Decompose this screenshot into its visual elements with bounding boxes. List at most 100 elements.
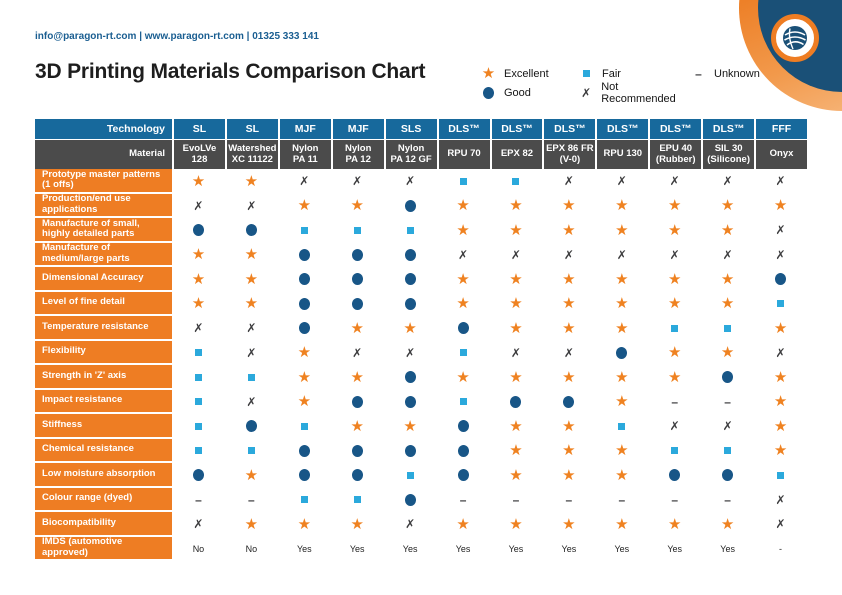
row-label: Chemical resistance xyxy=(35,438,172,461)
matrix-cell: ★ xyxy=(648,267,701,292)
matrix-cell: ★ xyxy=(437,512,490,537)
excellent-star-icon: ★ xyxy=(509,417,523,435)
fair-square-icon xyxy=(459,177,467,185)
matrix-cell: Yes xyxy=(384,537,437,562)
excellent-star-icon: ★ xyxy=(403,417,417,435)
row-label: Strength in 'Z' axis xyxy=(35,365,172,388)
not-recommended-x-icon: ✗ xyxy=(616,174,627,189)
good-circle-icon xyxy=(298,248,310,261)
matrix-cell xyxy=(384,390,437,415)
matrix-cell xyxy=(331,267,384,292)
material-cell: Onyx xyxy=(754,140,807,169)
fair-square-icon xyxy=(777,300,785,308)
fair-square-icon xyxy=(247,447,255,455)
matrix-cell: Yes xyxy=(701,537,754,562)
matrix-cell: ★ xyxy=(595,512,648,537)
excellent-star-icon: ★ xyxy=(562,221,576,239)
technology-cell: DLS™ xyxy=(701,119,755,140)
technology-cell: SL xyxy=(172,119,225,140)
excellent-star-icon: ★ xyxy=(562,466,576,484)
excellent-star-icon: ★ xyxy=(403,319,417,337)
matrix-cell: ★ xyxy=(490,267,543,292)
good-circle-icon xyxy=(404,297,416,310)
excellent-star-icon: ★ xyxy=(720,295,735,313)
not-recommended-x-icon: ✗ xyxy=(581,85,592,100)
matrix-cell: ★ xyxy=(648,194,701,219)
excellent-star-icon: ★ xyxy=(509,442,523,460)
matrix-cell: ✗ xyxy=(754,488,807,513)
matrix-cell: ★ xyxy=(542,463,595,488)
matrix-cell: ✗ xyxy=(225,341,278,366)
technology-cell: DLS™ xyxy=(595,119,649,140)
excellent-star-icon: ★ xyxy=(191,246,206,264)
excellent-star-icon: ★ xyxy=(244,172,259,190)
matrix-cell xyxy=(595,414,648,439)
excellent-star-icon: ★ xyxy=(562,295,576,313)
legend-label: Not Recommended xyxy=(601,80,676,105)
good-circle-icon xyxy=(404,371,416,384)
unknown-dash-icon: – xyxy=(618,492,626,507)
matrix-cell xyxy=(331,488,384,513)
matrix-cell: ★ xyxy=(542,218,595,243)
excellent-star-icon: ★ xyxy=(667,197,682,215)
logo-shell-icon xyxy=(771,14,819,62)
excellent-star-icon: ★ xyxy=(509,197,523,215)
matrix-cell: ★ xyxy=(384,316,437,341)
matrix-cell xyxy=(701,365,754,390)
matrix-cell xyxy=(172,463,225,488)
matrix-cell: ★ xyxy=(648,292,701,317)
matrix-cell: ★ xyxy=(490,439,543,464)
excellent-star-icon: ★ xyxy=(456,197,470,215)
matrix-cell: ★ xyxy=(172,267,225,292)
good-circle-icon xyxy=(245,420,257,433)
excellent-star-icon: ★ xyxy=(720,221,735,239)
excellent-star-icon: ★ xyxy=(720,197,735,215)
fair-square-icon xyxy=(724,324,732,332)
fair-square-icon xyxy=(512,177,520,185)
fair-square-icon xyxy=(671,447,679,455)
unknown-dash-icon: – xyxy=(695,66,702,81)
not-recommended-x-icon: ✗ xyxy=(669,174,680,189)
not-recommended-x-icon: ✗ xyxy=(246,198,257,213)
excellent-star-icon: ★ xyxy=(720,270,735,288)
cell-text-value: No xyxy=(245,543,258,554)
excellent-star-icon: ★ xyxy=(350,197,364,215)
good-circle-icon xyxy=(298,322,310,335)
not-recommended-x-icon: ✗ xyxy=(352,174,363,189)
matrix-cell: ★ xyxy=(331,512,384,537)
matrix-cell xyxy=(225,218,278,243)
fair-square-icon xyxy=(406,471,414,479)
not-recommended-x-icon: ✗ xyxy=(722,419,733,434)
material-cell: SIL 30 (Silicone) xyxy=(701,140,755,169)
cell-text-value: Yes xyxy=(296,543,312,554)
good-circle-icon xyxy=(404,273,416,286)
good-circle-icon xyxy=(404,493,416,506)
matrix-cell xyxy=(384,243,437,268)
matrix-cell xyxy=(172,365,225,390)
excellent-star-icon: ★ xyxy=(773,197,788,215)
excellent-star-icon: ★ xyxy=(773,368,788,386)
technology-cell: MJF xyxy=(330,119,384,140)
excellent-star-icon: ★ xyxy=(615,393,629,411)
row-label: Flexibility xyxy=(35,340,172,363)
matrix-cell xyxy=(172,439,225,464)
legend-label: Good xyxy=(504,86,531,99)
matrix-cell: ★ xyxy=(490,194,543,219)
page-title: 3D Printing Materials Comparison Chart xyxy=(35,60,426,83)
matrix-cell: No xyxy=(172,537,225,562)
material-cell: EPU 40 (Rubber) xyxy=(648,140,702,169)
legend-label: Excellent xyxy=(504,67,549,80)
matrix-cell: ✗ xyxy=(172,194,225,219)
legend: ★ Excellent Fair – Unknown Good ✗ Not Re… xyxy=(481,64,760,105)
excellent-star-icon: ★ xyxy=(773,442,788,460)
fair-square-icon xyxy=(194,422,202,430)
matrix-cell: ✗ xyxy=(754,169,807,194)
matrix-cell: ✗ xyxy=(648,169,701,194)
excellent-star-icon: ★ xyxy=(667,270,682,288)
matrix-cell: ★ xyxy=(754,414,807,439)
excellent-star-icon: ★ xyxy=(244,515,259,533)
matrix-cell: ★ xyxy=(225,463,278,488)
matrix-cell: ★ xyxy=(701,218,754,243)
matrix-cell xyxy=(278,414,331,439)
row-label: Low moisture absorption xyxy=(35,463,172,486)
